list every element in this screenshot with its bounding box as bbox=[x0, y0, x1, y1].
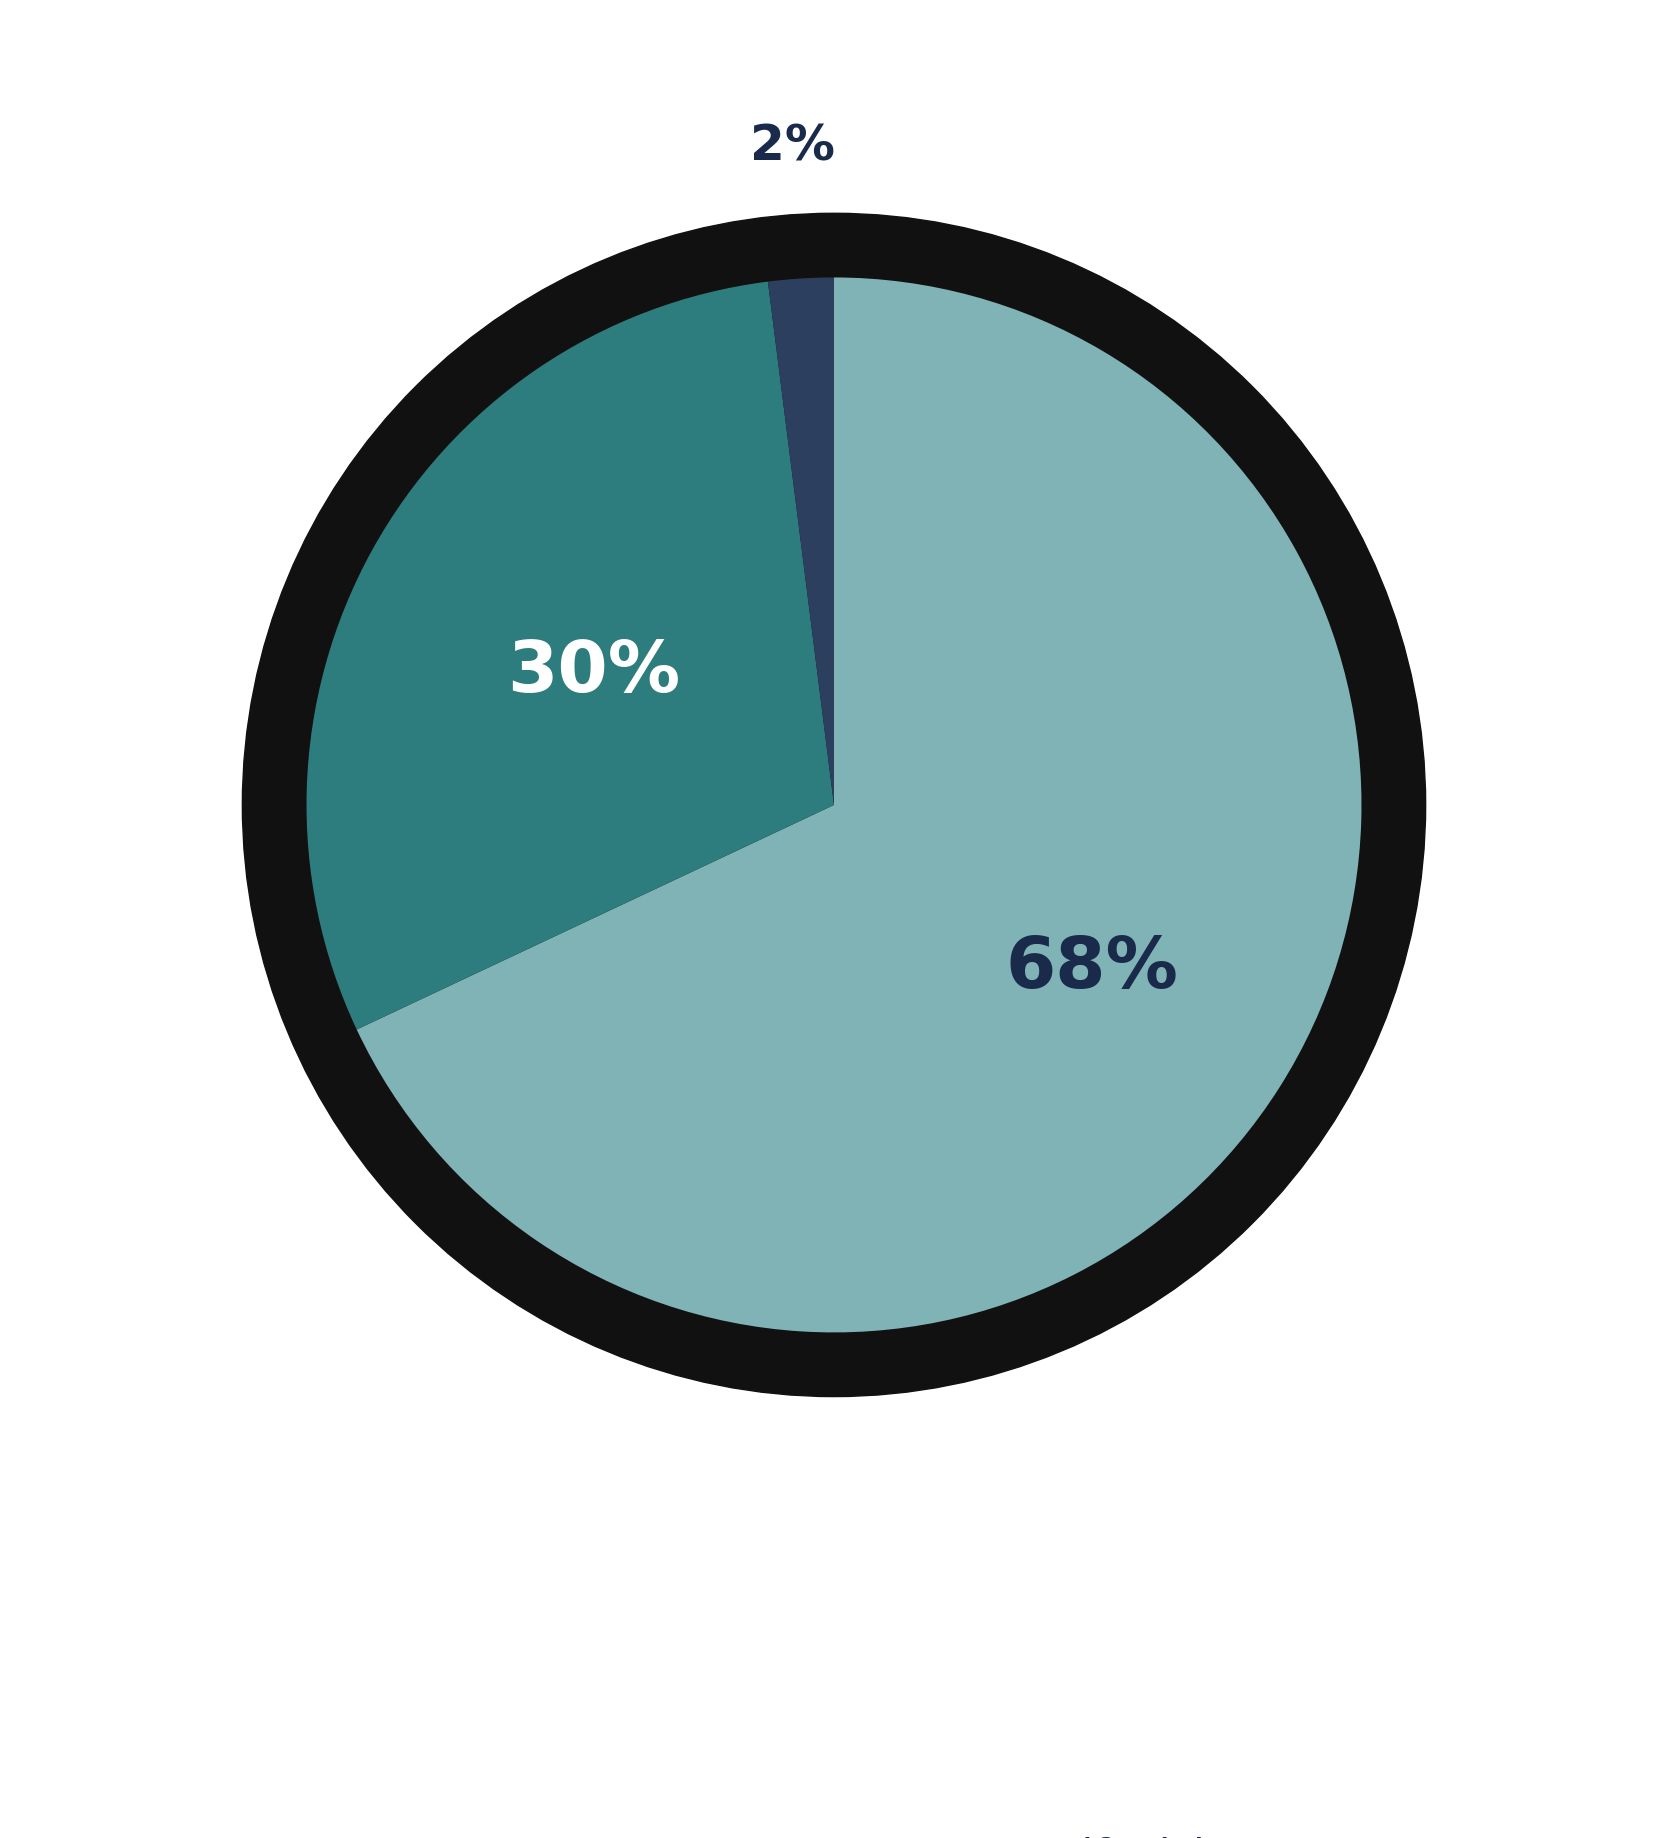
Wedge shape bbox=[357, 278, 1361, 1333]
Text: 30%: 30% bbox=[507, 638, 681, 708]
Text: 68%: 68% bbox=[1006, 934, 1179, 1004]
Text: 2%: 2% bbox=[751, 123, 836, 171]
Wedge shape bbox=[307, 281, 834, 1029]
Circle shape bbox=[242, 213, 1426, 1397]
Wedge shape bbox=[767, 278, 834, 805]
Legend: ja, nein, weiß nicht /
keine Angabe: ja, nein, weiß nicht / keine Angabe bbox=[345, 1821, 1323, 1838]
